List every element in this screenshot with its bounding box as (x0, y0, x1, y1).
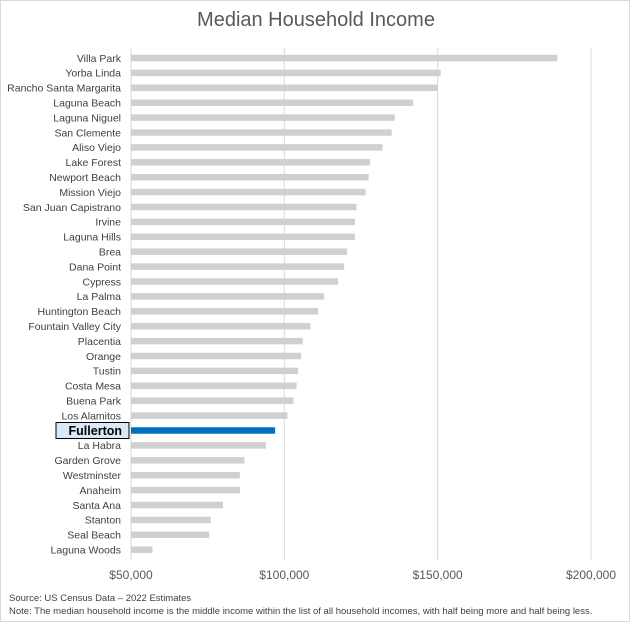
bar-laguna-beach (131, 99, 414, 106)
category-label-buena-park: Buena Park (66, 396, 122, 408)
category-label-newport-beach: Newport Beach (49, 172, 121, 184)
category-label-rancho-santa-margarita: Rancho Santa Margarita (7, 83, 121, 95)
highlight-label-box (55, 422, 130, 439)
category-label-aliso-viejo: Aliso Viejo (72, 142, 121, 154)
category-label-san-juan-capistrano: San Juan Capistrano (23, 202, 121, 214)
category-label-costa-mesa: Costa Mesa (65, 381, 121, 393)
category-label-san-clemente: San Clemente (54, 127, 121, 139)
category-label-westminster: Westminster (63, 470, 122, 482)
x-axis-ticks: $50,000 $100,000 $150,000 $200,000 (109, 568, 616, 582)
category-label-la-palma: La Palma (77, 291, 122, 303)
category-label-laguna-hills: Laguna Hills (63, 232, 121, 244)
bar-cypress (131, 278, 338, 285)
bar-chart: Villa Park Yorba Linda Rancho Santa Margar… (7, 47, 616, 582)
bar-huntington-beach (131, 308, 319, 315)
bar-fountain-valley-city (131, 322, 311, 330)
category-label-laguna-woods: Laguna Woods (51, 545, 121, 557)
bar-santa-ana (131, 501, 223, 509)
x-tick-label-2: $150,000 (413, 568, 463, 582)
bar-laguna-hills (131, 233, 355, 241)
bar-orange (131, 352, 302, 360)
x-tick-label-1: $100,000 (259, 568, 309, 582)
bar-la-palma (131, 293, 325, 300)
category-label-garden-grove: Garden Grove (54, 455, 121, 467)
bar-yorba-linda (131, 69, 441, 77)
bar-mission-viejo (131, 188, 366, 196)
definition-note: Note: The median household income is the… (9, 606, 593, 617)
category-label-yorba-linda: Yorba Linda (65, 68, 121, 80)
bar-villa-park (131, 54, 558, 62)
category-label-los-alamitos: Los Alamitos (61, 410, 121, 422)
bar-irvine (131, 218, 355, 226)
category-label-placentia: Placentia (78, 336, 121, 348)
gridlines (130, 47, 592, 561)
bar-costa-mesa (131, 382, 297, 390)
category-label-anaheim: Anaheim (80, 485, 122, 497)
bar-dana-point (131, 263, 345, 270)
bar-fullerton (131, 427, 276, 434)
bar-tustin (131, 367, 299, 375)
bar-garden-grove (131, 457, 245, 464)
bar-san-clemente (131, 129, 392, 136)
category-label-seal-beach: Seal Beach (67, 530, 121, 542)
category-label-cypress: Cypress (82, 276, 121, 288)
chart-title: Median Household Income (197, 9, 435, 31)
category-label-fountain-valley-city: Fountain Valley City (28, 321, 121, 333)
bar-newport-beach (131, 173, 369, 181)
bar-seal-beach (131, 531, 210, 539)
x-tick-label-3: $200,000 (566, 568, 616, 582)
category-label-mission-viejo: Mission Viejo (59, 187, 121, 199)
category-label-fullerton: Fullerton (69, 424, 122, 438)
category-label-la-habra: La Habra (78, 440, 121, 452)
category-label-villa-park: Villa Park (77, 53, 122, 65)
bar-los-alamitos (131, 412, 288, 419)
bar-westminster (131, 471, 240, 479)
category-label-laguna-beach: Laguna Beach (53, 98, 121, 110)
category-label-stanton: Stanton (85, 515, 121, 527)
category-label-brea: Brea (99, 247, 121, 259)
bar-laguna-woods (131, 546, 153, 553)
category-label-tustin: Tustin (93, 366, 121, 378)
category-label-laguna-niguel: Laguna Niguel (53, 112, 121, 124)
bar-lake-forest (131, 159, 371, 166)
bar-la-habra (131, 442, 266, 449)
bar-anaheim (131, 486, 240, 494)
category-label-dana-point: Dana Point (69, 261, 121, 273)
category-label-huntington-beach: Huntington Beach (38, 306, 122, 318)
bar-placentia (131, 337, 303, 345)
bar-laguna-niguel (131, 114, 395, 121)
x-tick-label-0: $50,000 (109, 568, 153, 582)
category-labels: Villa Park Yorba Linda Rancho Santa Margar… (7, 53, 130, 557)
source-note: Source: US Census Data – 2022 Estimates (9, 593, 192, 604)
category-label-orange: Orange (86, 351, 121, 363)
category-label-irvine: Irvine (95, 217, 121, 229)
bars (131, 54, 558, 553)
bar-rancho-santa-margarita (131, 84, 438, 92)
bar-stanton (131, 516, 211, 524)
bar-brea (131, 248, 348, 255)
bar-buena-park (131, 397, 294, 404)
bar-aliso-viejo (131, 144, 383, 151)
bar-san-juan-capistrano (131, 203, 357, 211)
category-label-lake-forest: Lake Forest (66, 157, 122, 169)
category-label-santa-ana: Santa Ana (73, 500, 122, 512)
